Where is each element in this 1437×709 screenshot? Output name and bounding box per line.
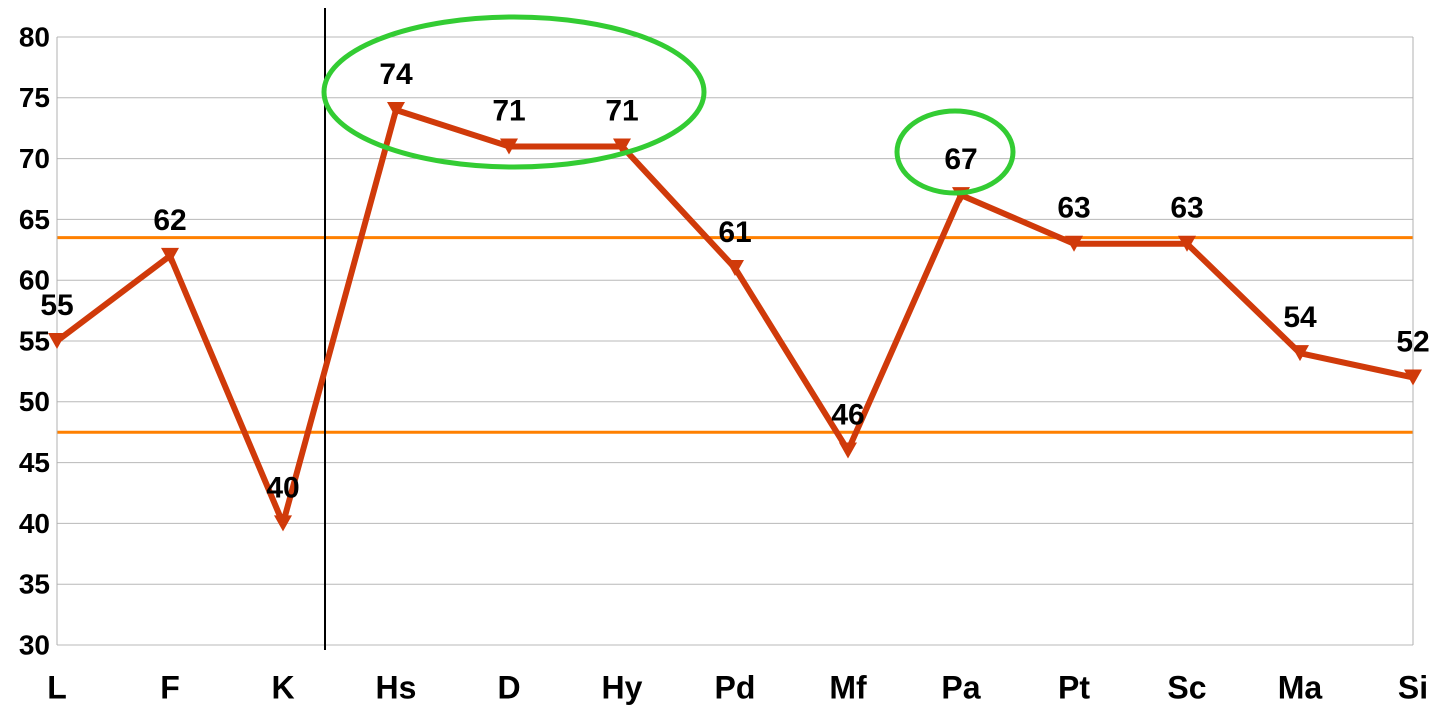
data-label: 63 — [1057, 192, 1090, 225]
x-tick-label: K — [271, 669, 294, 705]
data-marker — [1404, 369, 1422, 386]
data-marker — [613, 138, 631, 155]
y-tick-label: 40 — [19, 508, 50, 539]
data-label: 71 — [492, 94, 525, 127]
grid — [57, 36, 1413, 646]
data-label: 71 — [605, 94, 638, 127]
y-tick-label: 55 — [19, 325, 50, 356]
data-marker — [274, 515, 292, 532]
data-label: 55 — [40, 289, 73, 322]
x-tick-label: Ma — [1278, 669, 1323, 705]
marks: 55 62 40 74 71 71 61 46 67 63 63 54 52 — [40, 58, 1430, 532]
x-tick-label: Pd — [715, 669, 756, 705]
x-tick-label: Sc — [1167, 669, 1206, 705]
y-tick-label: 50 — [19, 386, 50, 417]
data-label: 62 — [153, 204, 186, 237]
x-tick-label: Hy — [602, 669, 643, 705]
data-label: 40 — [266, 471, 299, 504]
data-label: 54 — [1283, 301, 1317, 334]
x-tick-label: Pa — [941, 669, 980, 705]
x-tick-label: Mf — [829, 669, 867, 705]
y-tick-label: 75 — [19, 82, 50, 113]
y-tick-label: 30 — [19, 629, 50, 660]
data-marker — [1291, 345, 1309, 362]
highlight-ellipse — [321, 14, 707, 170]
x-tick-label: F — [160, 669, 180, 705]
data-label: 74 — [379, 58, 413, 91]
data-marker — [839, 442, 857, 459]
data-label: 63 — [1170, 192, 1203, 225]
data-label: 46 — [831, 398, 864, 431]
data-marker — [48, 333, 66, 349]
data-marker — [1178, 235, 1196, 252]
data-marker — [387, 101, 405, 118]
y-tick-label: 65 — [19, 204, 50, 235]
data-marker — [500, 138, 518, 155]
y-tick-label: 35 — [19, 569, 50, 600]
data-marker — [1065, 235, 1083, 252]
x-tick-label: D — [497, 669, 520, 705]
data-label: 52 — [1396, 325, 1429, 358]
data-marker — [161, 247, 179, 264]
data-label: 61 — [718, 216, 751, 249]
x-tick-label: Si — [1398, 669, 1428, 705]
data-marker — [726, 260, 744, 277]
x-tick-label: L — [47, 669, 67, 705]
y-tick-label: 60 — [19, 265, 50, 296]
y-tick-label: 70 — [19, 143, 50, 174]
highlight-ellipse — [894, 108, 1016, 196]
x-tick-label: Pt — [1058, 669, 1090, 705]
x-tick-label: Hs — [376, 669, 417, 705]
data-label: 67 — [944, 143, 977, 176]
data-line — [55, 106, 1414, 527]
y-tick-label: 45 — [19, 447, 50, 478]
y-tick-label: 80 — [19, 21, 50, 52]
